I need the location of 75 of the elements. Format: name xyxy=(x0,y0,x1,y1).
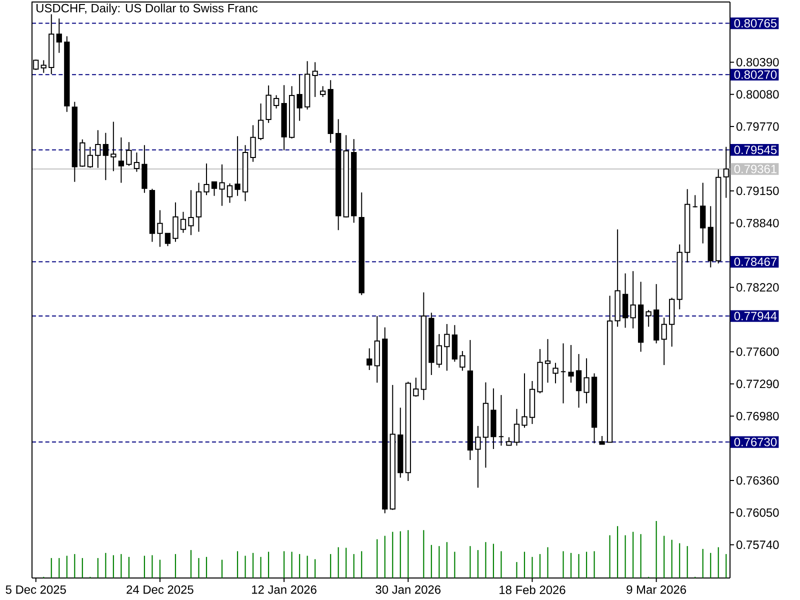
candlestick xyxy=(560,342,566,404)
candlestick xyxy=(164,232,171,247)
candlestick xyxy=(320,86,326,98)
candlestick xyxy=(413,377,419,398)
ref-line-label: 0.79545 xyxy=(734,146,777,154)
candlestick xyxy=(211,181,218,196)
candlestick xyxy=(584,358,590,404)
candlestick xyxy=(180,211,186,234)
candlestick xyxy=(258,102,264,141)
candlestick xyxy=(188,190,194,236)
y-tick-label: 0.80080 xyxy=(736,90,779,99)
x-tick-label: 12 Jan 2026 xyxy=(252,585,316,594)
candlestick xyxy=(312,62,318,98)
candlestick xyxy=(250,124,256,162)
y-tick-label: 0.78220 xyxy=(736,283,779,292)
candlestick xyxy=(498,394,504,446)
candlestick xyxy=(622,272,628,328)
candlestick xyxy=(40,60,46,74)
y-tick-label: 0.75740 xyxy=(736,540,779,550)
candlestick xyxy=(234,136,240,196)
y-tick-label: 0.77290 xyxy=(736,380,779,388)
y-tick-label: 0.76980 xyxy=(736,412,779,420)
x-tick-label: 9 Mar 2026 xyxy=(626,585,686,594)
candlestick xyxy=(522,372,528,428)
ref-line-label: 0.79361 xyxy=(734,164,776,174)
y-tick-label: 0.79150 xyxy=(736,186,779,196)
candlestick xyxy=(296,74,302,122)
candlestick xyxy=(56,18,62,54)
candlestick xyxy=(661,317,667,366)
candlestick xyxy=(366,348,372,371)
candlestick xyxy=(460,350,466,372)
ref-line-label: 0.78467 xyxy=(734,258,776,266)
candlestick xyxy=(646,310,652,328)
y-tick-label: 0.77600 xyxy=(736,348,779,356)
y-tick-label: 0.76050 xyxy=(736,508,779,517)
candlestick xyxy=(157,210,163,248)
candlestick xyxy=(700,182,706,244)
candlestick xyxy=(134,152,140,172)
candlestick xyxy=(576,354,582,408)
x-tick-label: 24 Dec 2025 xyxy=(126,585,194,594)
candlestick xyxy=(95,130,101,168)
x-tick-label: 30 Jan 2026 xyxy=(376,585,441,594)
candlestick xyxy=(475,425,481,488)
candlestick xyxy=(452,324,458,362)
y-tick-label: 0.80390 xyxy=(736,58,779,66)
candlestick xyxy=(219,164,225,206)
candlestick xyxy=(110,121,116,172)
y-tick-label: 0.78840 xyxy=(736,218,779,228)
candlestick xyxy=(226,182,233,204)
candlestick xyxy=(436,334,442,368)
ref-line-label: 0.80270 xyxy=(734,70,777,79)
candlestick xyxy=(126,142,132,166)
y-tick-label: 0.76360 xyxy=(736,476,779,485)
candlestick xyxy=(552,362,558,384)
candlestick xyxy=(544,338,551,384)
candlestick xyxy=(692,194,698,208)
candlestick xyxy=(204,162,210,196)
x-tick-label: 5 Dec 2025 xyxy=(6,585,66,594)
candlestick xyxy=(102,132,109,181)
candlestick xyxy=(630,270,636,329)
x-tick-label: 18 Feb 2026 xyxy=(500,585,566,594)
ref-line-label: 0.76730 xyxy=(734,438,777,446)
ref-line-label: 0.80765 xyxy=(734,19,777,28)
chart-title: USDCHF, Daily: US Dollar to Swiss Franc xyxy=(36,4,258,15)
candlestick xyxy=(118,136,124,184)
candlestick xyxy=(80,138,86,168)
candlestick xyxy=(444,324,450,372)
candlestick xyxy=(142,144,148,194)
candlestick xyxy=(568,344,574,384)
candlestick xyxy=(514,408,520,446)
candlestick xyxy=(87,146,93,168)
candlestick xyxy=(273,94,280,109)
candlestick xyxy=(172,202,178,242)
y-tick-label: 0.79770 xyxy=(736,122,779,131)
ref-line-label: 0.77944 xyxy=(734,312,777,320)
